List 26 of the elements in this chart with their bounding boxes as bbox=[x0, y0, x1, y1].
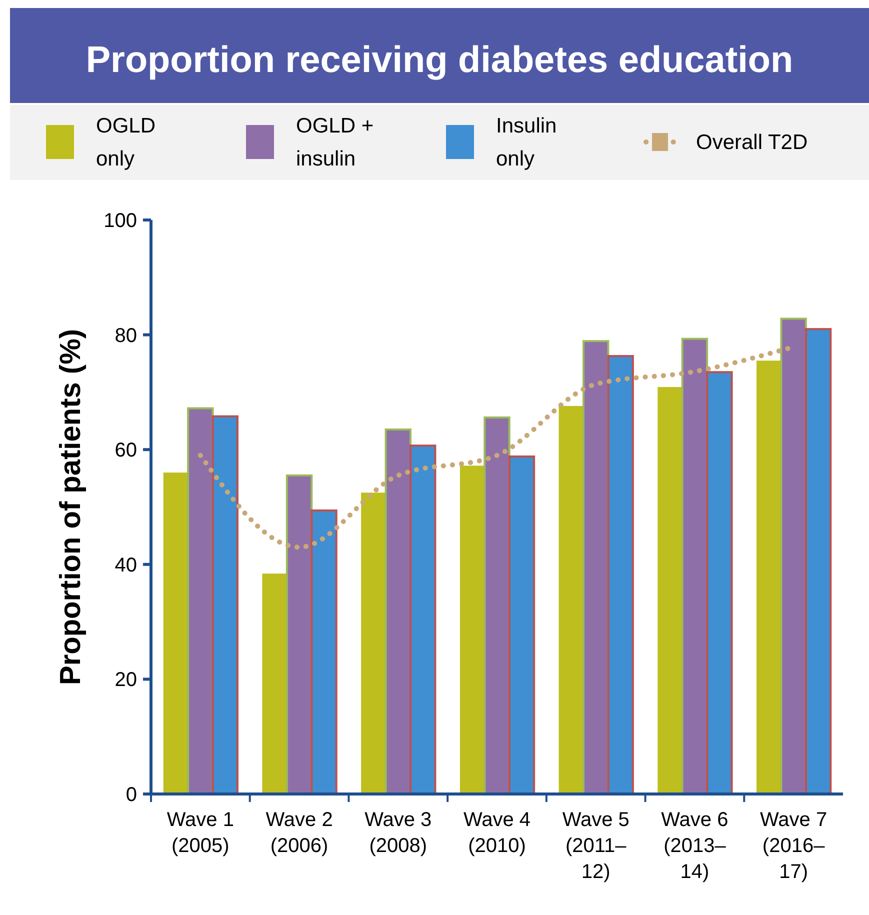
y-tick-label: 0 bbox=[126, 784, 137, 806]
bar bbox=[558, 406, 584, 794]
legend-label: Insulin only bbox=[496, 114, 557, 170]
y-tick-label: 60 bbox=[114, 440, 137, 462]
x-tick-label: Wave 7 (2016–17) bbox=[760, 809, 828, 883]
bar bbox=[361, 492, 386, 794]
bar bbox=[163, 472, 188, 794]
x-tick-label: Wave 5 (2011–12) bbox=[562, 809, 630, 883]
legend-label: Overall T2D bbox=[696, 131, 808, 154]
chart-title: Proportion receiving diabetes education bbox=[86, 39, 794, 80]
x-tick-label: Wave 4 (2010) bbox=[463, 809, 531, 857]
legend-label: OGLD + insulin bbox=[296, 114, 374, 170]
bar bbox=[262, 574, 287, 794]
y-tick-label: 100 bbox=[104, 210, 137, 232]
y-axis-title: Proportion of patients (%) bbox=[55, 328, 87, 686]
bar bbox=[460, 466, 485, 794]
x-tick-label: Wave 2 (2006) bbox=[266, 809, 333, 857]
bar bbox=[756, 360, 782, 794]
x-tick-label: Wave 6 (2013–14) bbox=[661, 809, 728, 883]
y-tick-label: 20 bbox=[114, 669, 137, 692]
y-tick-label: 80 bbox=[114, 324, 137, 347]
bar bbox=[658, 387, 682, 794]
y-tick-label: 40 bbox=[114, 554, 137, 576]
x-tick-label: Wave 1 (2005) bbox=[166, 809, 234, 857]
legend-label: OGLD only bbox=[96, 114, 156, 170]
x-tick-label: Wave 3 (2008) bbox=[364, 809, 432, 857]
